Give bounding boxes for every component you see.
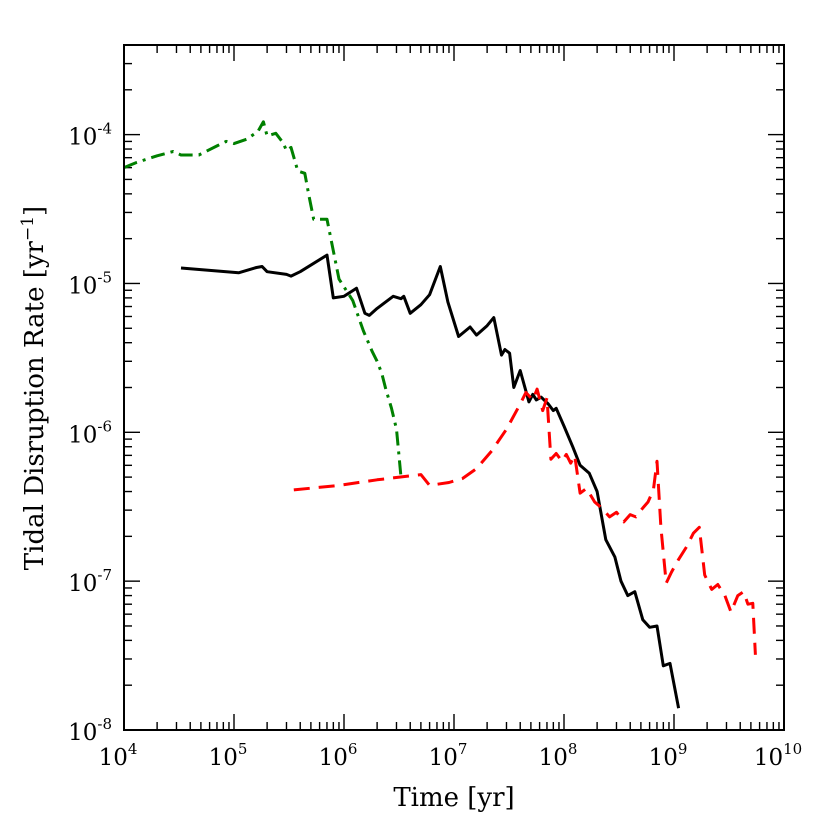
x-tick-label: 1010	[754, 740, 802, 771]
x-tick-label-base: 10	[539, 745, 568, 771]
tick-labels: 104 105 106 107 108 109 101010-810-710-610-510…	[68, 120, 802, 771]
data-series	[124, 120, 757, 709]
x-tick-label-exp: 7	[458, 740, 468, 758]
y-tick-label-base: 10	[68, 273, 97, 299]
x-tick-label-base: 10	[319, 745, 348, 771]
y-tick-label: 10-4	[68, 120, 112, 151]
y-tick-label-exp: -8	[97, 715, 112, 733]
y-tick-label-base: 10	[68, 720, 97, 746]
x-tick-label: 105	[209, 740, 248, 771]
y-tick-label-exp: -5	[97, 268, 112, 286]
x-tick-label: 108	[539, 740, 578, 771]
y-tick-label-base: 10	[68, 422, 97, 448]
y-axis-title-main: Tidal Disruption Rate [yr	[20, 240, 50, 570]
x-tick-label-exp: 5	[238, 740, 248, 758]
y-tick-label-base: 10	[68, 125, 97, 151]
plot-frame	[123, 44, 785, 731]
y-tick-label: 10-8	[68, 715, 112, 746]
y-tick-label-exp: -6	[97, 417, 112, 435]
y-axis-title-sup: −1	[18, 216, 38, 241]
y-tick-label-exp: -7	[97, 566, 112, 584]
x-tick-label-exp: 4	[128, 740, 138, 758]
series-line-solid	[180, 253, 681, 709]
x-tick-label-exp: 8	[568, 740, 578, 758]
axis-ticks	[123, 44, 785, 731]
x-tick-label-base: 10	[209, 745, 238, 771]
x-tick-label-exp: 9	[678, 740, 688, 758]
y-axis-title-close: ]	[20, 206, 50, 216]
y-tick-label: 10-5	[68, 268, 112, 299]
x-tick-label: 104	[99, 740, 138, 771]
x-tick-label: 107	[429, 740, 468, 771]
y-tick-label: 10-7	[68, 566, 112, 597]
x-tick-label-exp: 6	[348, 740, 358, 758]
y-tick-label-exp: -4	[97, 120, 112, 138]
y-axis-title: Tidal Disruption Rate [yr−1]	[18, 206, 50, 570]
x-tick-label-base: 10	[754, 745, 783, 771]
x-tick-label-exp: 10	[783, 740, 802, 758]
x-tick-label-base: 10	[649, 745, 678, 771]
x-tick-label-base: 10	[429, 745, 458, 771]
x-axis-title: Time [yr]	[393, 783, 514, 813]
x-tick-label-base: 10	[99, 745, 128, 771]
y-tick-label: 10-6	[68, 417, 112, 448]
plot-area-clip-group	[124, 120, 757, 709]
x-tick-label: 109	[649, 740, 688, 771]
series-line-dash-dot	[124, 120, 403, 478]
y-tick-label-base: 10	[68, 571, 97, 597]
series-line-dashed	[293, 387, 757, 655]
x-tick-label: 106	[319, 740, 358, 771]
